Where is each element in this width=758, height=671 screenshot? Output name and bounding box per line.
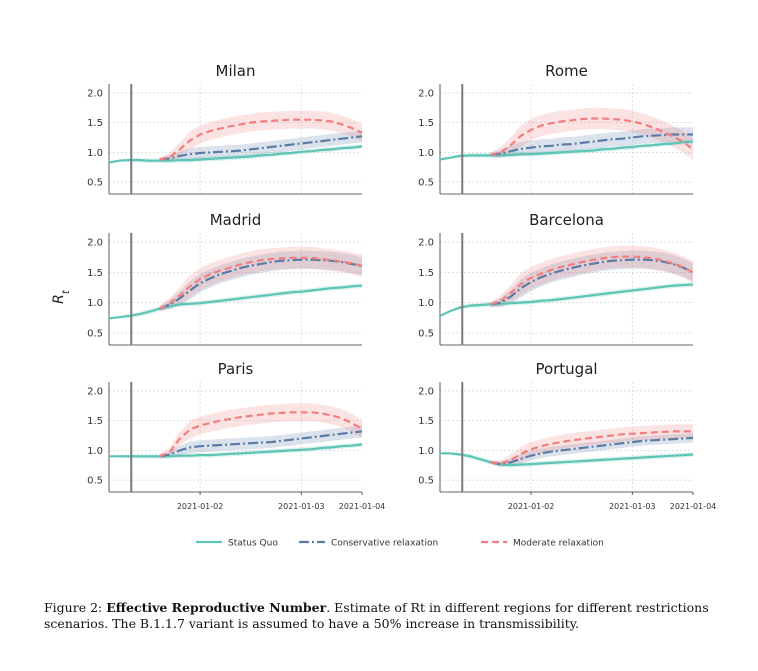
line-status_quo [440, 452, 694, 467]
chart-panel-portugal: 0.5 1.0 1.5 2.0 Portugal 2021-01-02 2021-01-03… [418, 360, 716, 511]
chart-panel-madrid: 0.5 1.0 1.5 2.0 Madrid Rt [51, 211, 363, 346]
y-tick-label: 2.0 [87, 386, 103, 397]
y-tick-label: 1.0 [87, 298, 103, 309]
panel-title: Rome [545, 62, 588, 80]
band-conservative [490, 127, 693, 158]
line-conservative [159, 135, 363, 161]
panel-title: Barcelona [529, 211, 604, 229]
line-status_quo [109, 443, 363, 458]
band-moderate [159, 246, 362, 312]
chart-panel-paris: 0.5 1.0 1.5 2.0 Paris 2021-01-02 2021-01-03 202… [87, 360, 385, 511]
y-tick-label: 0.5 [87, 178, 103, 189]
line-status_quo [439, 140, 694, 161]
line-moderate [159, 256, 363, 310]
chart-panel-rome: 0.5 1.0 1.5 2.0 Rome [418, 62, 694, 195]
y-tick-label: 1.5 [418, 268, 434, 279]
line-conservative [159, 430, 363, 458]
line-moderate [159, 118, 363, 161]
y-tick-label: 2.0 [418, 238, 434, 249]
legend-label: Conservative relaxation [331, 539, 438, 549]
line-moderate [490, 117, 694, 156]
band-moderate [490, 107, 693, 161]
line-conservative [490, 258, 694, 306]
y-tick-label: 1.5 [418, 118, 434, 129]
panel-title: Portugal [535, 360, 597, 378]
band-conservative [159, 425, 362, 458]
band-conservative [159, 250, 362, 311]
x-tick-label: 2021-01-04 [339, 502, 386, 511]
y-tick-label: 1.5 [87, 268, 103, 279]
band-moderate [159, 110, 362, 162]
line-status_quo [108, 145, 363, 164]
band-conservative [490, 250, 693, 308]
y-tick-label: 1.0 [418, 148, 434, 159]
line-moderate [159, 411, 363, 458]
y-tick-label: 2.0 [87, 238, 103, 249]
panel-title: Milan [216, 62, 256, 80]
band-conservative [490, 433, 693, 467]
panel-title: Madrid [210, 211, 262, 229]
caption-label: Figure 2: [44, 600, 103, 615]
y-axis-label-subscript: t [61, 289, 72, 294]
y-tick-label: 1.0 [87, 148, 103, 159]
legend-label: Moderate relaxation [513, 539, 604, 549]
line-status_quo [108, 284, 363, 320]
y-tick-label: 2.0 [87, 88, 103, 99]
y-tick-label: 0.5 [87, 328, 103, 339]
y-tick-label: 0.5 [418, 178, 434, 189]
band-status_quo [109, 442, 362, 459]
y-tick-label: 0.5 [418, 328, 434, 339]
line-conservative [490, 133, 693, 156]
chart-panel-barcelona: 0.5 1.0 1.5 2.0 Barcelona [418, 211, 694, 346]
y-tick-label: 0.5 [87, 476, 103, 487]
line-conservative [490, 436, 694, 466]
x-tick-label: 2021-01-02 [177, 502, 224, 511]
legend-item-conservative: Conservative relaxation [299, 539, 438, 549]
y-tick-label: 2.0 [418, 88, 434, 99]
caption-rest: . Estimate of Rt in different regions fo… [44, 600, 709, 631]
band-moderate [159, 403, 362, 459]
y-tick-label: 1.0 [418, 446, 434, 457]
caption-bold: Effective Reproductive Number [106, 600, 327, 615]
x-tick-label: 2021-01-03 [609, 502, 656, 511]
band-status_quo [440, 452, 693, 468]
line-conservative [159, 258, 363, 310]
panel-title: Paris [218, 360, 254, 378]
y-tick-label: 1.0 [418, 298, 434, 309]
y-tick-label: 1.5 [87, 416, 103, 427]
line-status_quo [439, 283, 694, 317]
band-moderate [490, 245, 693, 308]
x-tick-label: 2021-01-04 [670, 502, 717, 511]
x-tick-label: 2021-01-03 [278, 502, 325, 511]
line-moderate [490, 255, 694, 306]
band-conservative [159, 130, 362, 162]
y-tick-label: 1.5 [87, 118, 103, 129]
y-tick-label: 0.5 [418, 476, 434, 487]
legend-label: Status Quo [228, 539, 278, 549]
legend-item-moderate: Moderate relaxation [481, 539, 604, 549]
y-tick-label: 1.5 [418, 416, 434, 427]
line-moderate [490, 430, 693, 465]
y-tick-label: 2.0 [418, 386, 434, 397]
band-status_quo [109, 144, 362, 164]
y-axis-label: Rt [51, 289, 72, 304]
figure-caption: Figure 2: Effective Reproductive Number.… [44, 600, 724, 632]
band-moderate [490, 424, 693, 467]
x-tick-label: 2021-01-02 [508, 502, 555, 511]
chart-panel-milan: 0.5 1.0 1.5 2.0 Milan [87, 62, 363, 195]
y-tick-label: 1.0 [87, 446, 103, 457]
legend: Status Quo Conservative relaxation Moderat… [196, 539, 604, 549]
legend-item-status_quo: Status Quo [196, 539, 278, 549]
